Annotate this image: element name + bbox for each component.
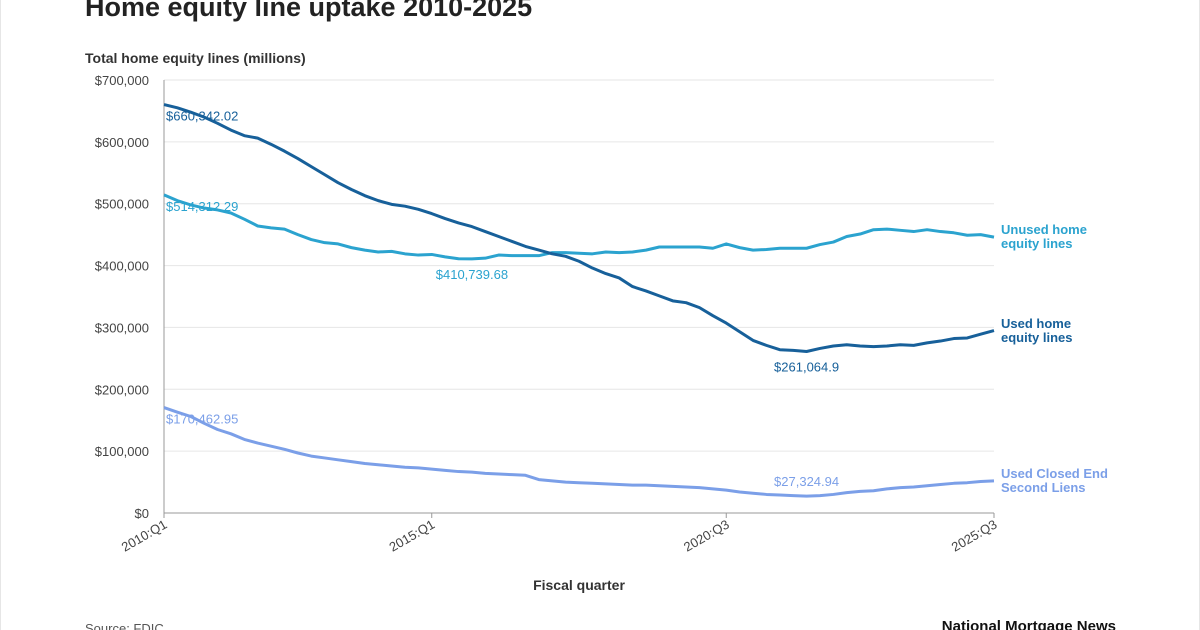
x-axis-title: Fiscal quarter [533,577,625,593]
data-label: $27,324.94 [774,474,839,489]
y-tick-label: $500,000 [95,197,149,212]
data-label: $660,342.02 [166,109,238,124]
x-tick-label: 2015:Q1 [387,517,438,555]
series-line [163,103,995,354]
series-label: Used home equity lines [1001,315,1073,345]
y-tick-label: $400,000 [95,259,149,274]
series-line [163,406,995,498]
data-label: $410,739.68 [436,267,508,282]
x-tick-label: 2020:Q3 [681,517,732,555]
y-tick-label: $200,000 [95,382,149,397]
source: Source: FDIC [85,621,164,630]
data-label: $170,462.95 [166,412,238,427]
series-label: Unused home equity lines [1001,222,1087,252]
y-tick-label: $300,000 [95,320,149,335]
y-axis-title: Total home equity lines (millions) [85,50,306,66]
y-tick-label: $0 [135,506,149,521]
y-tick-label: $600,000 [95,135,149,150]
series-label: Used Closed End Second Liens [1001,465,1108,495]
y-tick-label: $700,000 [95,73,149,88]
x-tick-label: 2025:Q3 [949,517,1000,555]
data-label: $514,312.29 [166,199,238,214]
chart-title: Home equity line uptake 2010-2025 [85,0,532,22]
x-tick-label: 2010:Q1 [119,517,170,555]
data-label: $261,064.9 [774,360,839,375]
y-tick-label: $100,000 [95,444,149,459]
series-line [163,193,995,261]
logo: National Mortgage News [942,618,1116,630]
